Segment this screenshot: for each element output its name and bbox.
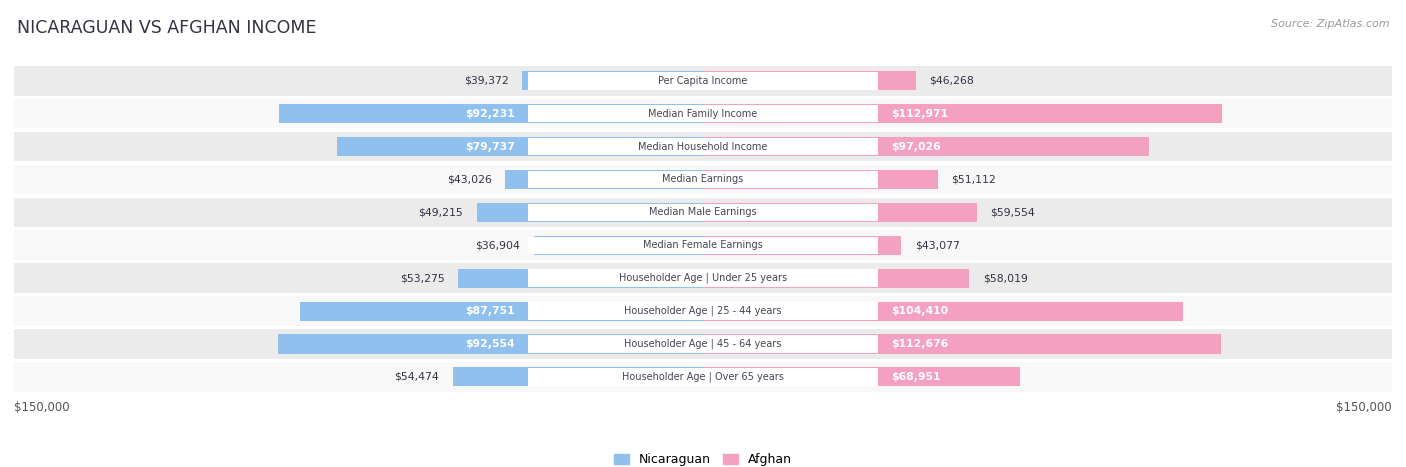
Bar <box>703 334 1220 354</box>
Bar <box>703 71 915 90</box>
Bar <box>703 104 1222 123</box>
Text: $150,000: $150,000 <box>14 401 70 414</box>
Bar <box>529 105 877 122</box>
Bar <box>703 368 1019 387</box>
Text: Householder Age | Under 25 years: Householder Age | Under 25 years <box>619 273 787 283</box>
Text: Median Earnings: Median Earnings <box>662 175 744 184</box>
Bar <box>529 269 877 287</box>
Text: $112,676: $112,676 <box>891 339 949 349</box>
Bar <box>14 66 1392 96</box>
Bar <box>533 236 703 255</box>
Bar <box>529 170 877 188</box>
Bar <box>14 132 1392 162</box>
Text: $43,077: $43,077 <box>915 241 959 250</box>
Text: $54,474: $54,474 <box>394 372 439 382</box>
Bar <box>703 137 1149 156</box>
Bar <box>703 203 977 222</box>
Bar <box>529 302 877 320</box>
Text: $58,019: $58,019 <box>983 273 1028 283</box>
Text: $112,971: $112,971 <box>891 109 949 119</box>
Text: Median Male Earnings: Median Male Earnings <box>650 207 756 217</box>
Text: $87,751: $87,751 <box>465 306 515 316</box>
Bar <box>477 203 703 222</box>
Text: Per Capita Income: Per Capita Income <box>658 76 748 86</box>
Bar <box>14 165 1392 194</box>
Text: $43,026: $43,026 <box>447 175 492 184</box>
Bar <box>14 231 1392 260</box>
Text: $97,026: $97,026 <box>891 142 941 152</box>
Bar <box>522 71 703 90</box>
Bar <box>703 269 970 288</box>
Text: Median Family Income: Median Family Income <box>648 109 758 119</box>
Bar <box>529 72 877 90</box>
Text: $59,554: $59,554 <box>990 207 1035 217</box>
Text: $92,554: $92,554 <box>465 339 515 349</box>
Text: $92,231: $92,231 <box>465 109 515 119</box>
Text: Householder Age | 25 - 44 years: Householder Age | 25 - 44 years <box>624 306 782 316</box>
Bar <box>529 335 877 353</box>
Text: Householder Age | 45 - 64 years: Householder Age | 45 - 64 years <box>624 339 782 349</box>
Bar <box>453 368 703 387</box>
Text: $39,372: $39,372 <box>464 76 509 86</box>
Bar <box>14 198 1392 227</box>
Bar <box>458 269 703 288</box>
Bar <box>529 138 877 156</box>
Text: $46,268: $46,268 <box>929 76 974 86</box>
Text: $49,215: $49,215 <box>419 207 463 217</box>
Text: $104,410: $104,410 <box>891 306 949 316</box>
Bar <box>14 99 1392 128</box>
Bar <box>529 236 877 254</box>
Bar <box>703 302 1182 321</box>
Bar <box>280 104 703 123</box>
Text: Householder Age | Over 65 years: Householder Age | Over 65 years <box>621 372 785 382</box>
Text: Source: ZipAtlas.com: Source: ZipAtlas.com <box>1271 19 1389 28</box>
Text: $53,275: $53,275 <box>399 273 444 283</box>
Legend: Nicaraguan, Afghan: Nicaraguan, Afghan <box>609 448 797 467</box>
Bar <box>703 236 901 255</box>
Bar <box>505 170 703 189</box>
Text: $150,000: $150,000 <box>1336 401 1392 414</box>
Text: $79,737: $79,737 <box>465 142 515 152</box>
Bar <box>14 296 1392 326</box>
Bar <box>529 368 877 386</box>
Bar <box>278 334 703 354</box>
Bar <box>14 329 1392 359</box>
Bar <box>299 302 703 321</box>
Text: $51,112: $51,112 <box>952 175 997 184</box>
Bar <box>703 170 938 189</box>
Bar <box>14 263 1392 293</box>
Text: Median Household Income: Median Household Income <box>638 142 768 152</box>
Text: Median Female Earnings: Median Female Earnings <box>643 241 763 250</box>
Bar <box>337 137 703 156</box>
Text: NICARAGUAN VS AFGHAN INCOME: NICARAGUAN VS AFGHAN INCOME <box>17 19 316 37</box>
Text: $36,904: $36,904 <box>475 241 520 250</box>
Bar <box>14 362 1392 392</box>
Bar <box>529 204 877 221</box>
Text: $68,951: $68,951 <box>891 372 941 382</box>
